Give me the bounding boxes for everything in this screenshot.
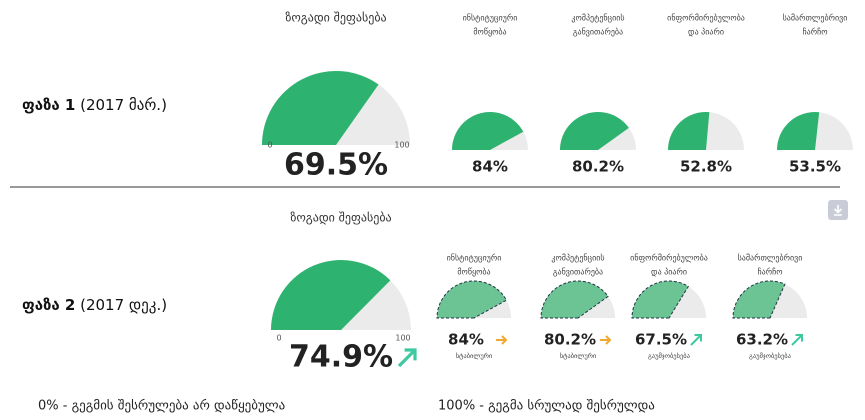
- phase-label: ფაზა 2 (2017 დეკ.): [22, 296, 167, 314]
- gauge-fill: [631, 280, 690, 319]
- component-status: სტაბილური: [456, 351, 493, 360]
- component-name: მოწყობა: [457, 267, 490, 277]
- overall-title: ზოგადი შეფასება: [285, 11, 386, 25]
- overall-value: 69.5%: [284, 148, 388, 183]
- component-name: მოწყობა: [473, 27, 506, 37]
- gauge-fill: [271, 259, 391, 330]
- trend-arrow: [791, 334, 803, 346]
- overall-title: ზოგადი შეფასება: [290, 211, 391, 225]
- component-value: 67.5%: [635, 331, 687, 349]
- component-status: გაუმჯობესება: [648, 352, 690, 360]
- component-name: ინსტიტუციური: [447, 253, 502, 263]
- component-value: 63.2%: [736, 331, 788, 349]
- component-name: ინსტიტუციური: [463, 13, 518, 23]
- component-value: 80.2%: [572, 158, 624, 176]
- gauge-fill: [436, 280, 508, 319]
- gauge-tick: 100: [395, 334, 410, 343]
- download-button[interactable]: [828, 200, 848, 220]
- gauge-fill: [777, 111, 820, 150]
- component-name: და პიარი: [688, 27, 724, 37]
- component-name: ინფორმირებულობა: [667, 13, 745, 23]
- gauge-fill: [452, 111, 524, 150]
- component-status: გაუმჯობესება: [749, 352, 791, 360]
- component-name: კომპეტენციის: [571, 13, 624, 23]
- component-name: კომპეტენციის: [551, 253, 604, 263]
- gauge-tick: 0: [267, 141, 272, 150]
- phase-label: ფაზა 1 (2017 მარ.): [22, 96, 167, 114]
- component-value: 84%: [472, 158, 508, 176]
- legend-min: 0% - გეგმის შესრულება არ დაწყებულა: [38, 399, 285, 414]
- phase-name: ფაზა 2: [22, 296, 75, 314]
- trend-arrow: [600, 335, 612, 345]
- gauge-fill: [540, 280, 609, 319]
- component-name: და პიარი: [651, 267, 687, 277]
- trend-arrow: [397, 348, 417, 368]
- download-glyph[interactable]: [833, 205, 843, 216]
- legend-max: 100% - გეგმა სრულად შესრულდა: [438, 399, 655, 414]
- component-status: სტაბილური: [560, 351, 597, 360]
- phase-period: (2017 მარ.): [80, 96, 167, 114]
- phase-period: (2017 დეკ.): [80, 296, 167, 314]
- trend-arrow: [496, 335, 508, 345]
- component-name: სამართლებრივი: [783, 13, 848, 23]
- trend-arrow: [690, 334, 702, 346]
- gauge-fill: [560, 112, 629, 150]
- gauge-fill: [732, 280, 786, 319]
- gauge-fill: [262, 71, 379, 145]
- component-name: ჩარჩო: [802, 27, 827, 37]
- component-name: განვითარება: [573, 27, 623, 37]
- gauge-tick: 0: [276, 334, 281, 343]
- overall-value: 74.9%: [289, 340, 393, 375]
- component-name: სამართლებრივი: [738, 253, 803, 263]
- component-name: ინფორმირებულობა: [630, 253, 708, 263]
- gauge-fill: [668, 112, 710, 150]
- component-value: 52.8%: [680, 158, 732, 176]
- gauge-tick: 100: [394, 141, 409, 150]
- component-value: 84%: [448, 331, 484, 349]
- component-value: 53.5%: [789, 158, 841, 176]
- component-name: ჩარჩო: [757, 267, 782, 277]
- phase-name: ფაზა 1: [22, 96, 75, 114]
- component-value: 80.2%: [544, 331, 596, 349]
- component-name: განვითარება: [553, 267, 603, 277]
